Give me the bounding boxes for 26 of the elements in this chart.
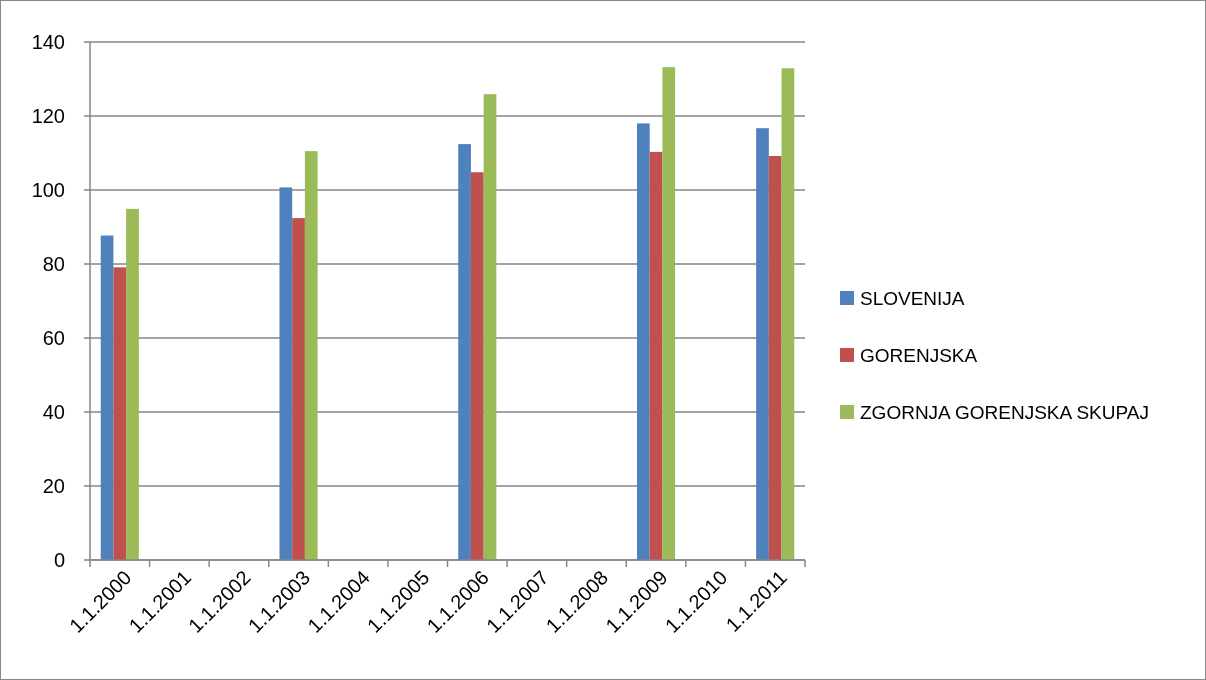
bar [756,128,769,560]
y-tick-label: 40 [42,401,65,423]
bar [304,151,318,560]
bar [781,68,795,560]
bar [113,267,127,560]
y-tick-label: 0 [53,549,65,571]
bar [483,94,497,560]
bar [279,187,293,560]
bar [662,67,676,560]
bar [126,208,139,560]
bar [292,218,305,560]
y-tick-label: 140 [31,31,65,53]
bar [458,144,471,560]
y-tick-label: 100 [31,179,65,201]
bar [470,172,484,560]
legend-label: SLOVENIJA [860,287,965,309]
bar [768,155,782,560]
y-tick-label: 60 [42,327,65,349]
bar [649,151,663,560]
y-tick-label: 20 [42,475,65,497]
bar [636,123,650,560]
y-tick-label: 120 [31,105,65,127]
legend-label: ZGORNJA GORENJSKA SKUPAJ [860,401,1149,423]
y-tick-label: 80 [42,253,65,275]
legend-label: GORENJSKA [860,344,978,366]
bar [100,235,114,560]
